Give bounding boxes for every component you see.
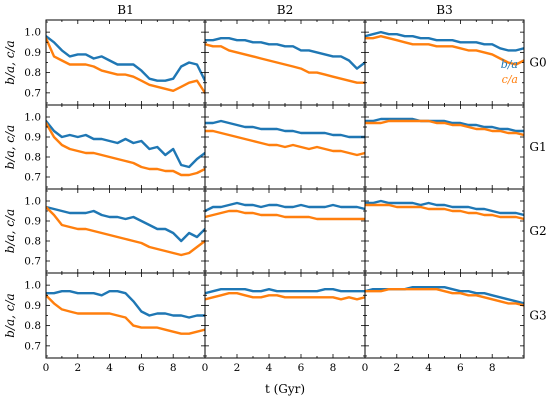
y-tick-label: 1.0	[24, 280, 41, 292]
y-tick-label: 0.7	[24, 87, 41, 99]
y-tick-label: 1.0	[24, 112, 41, 124]
column-title-b1: B1	[117, 3, 133, 17]
series-line-b-over-a	[46, 205, 205, 243]
column-title-b2: B2	[277, 3, 293, 17]
panel-frame	[364, 188, 525, 274]
row-labels: G0 G1 G2 G3	[529, 56, 546, 323]
panel-g2-b3	[364, 188, 525, 274]
series-line-c-over-a	[365, 288, 524, 307]
column-titles: B1 B2 B3	[117, 3, 452, 17]
legend: b/a c/a	[501, 58, 518, 86]
y-tick-label: 0.8	[24, 320, 41, 332]
series-line-b-over-a	[365, 30, 524, 52]
series-line-c-over-a	[46, 294, 205, 335]
panel-frame	[204, 272, 366, 359]
y-tick-label: 0.8	[24, 236, 41, 248]
series-line-c-over-a	[205, 209, 365, 221]
y-tick-label: 0.7	[24, 340, 41, 352]
series-line-b-over-a	[205, 288, 365, 295]
x-tick-label: 4	[425, 362, 432, 374]
panel-frame	[364, 104, 525, 190]
y-tick-label: 1.0	[24, 27, 41, 39]
series-line-c-over-a	[205, 292, 365, 301]
y-tick-label: 0.9	[24, 132, 41, 144]
y-axis-label: b/a, c/a	[3, 209, 17, 253]
series-line-b-over-a	[205, 37, 365, 70]
x-tick-label: 8	[330, 362, 337, 374]
y-tick-label: 0.8	[24, 67, 41, 79]
panel-g1-b3	[364, 104, 525, 190]
x-tick-label: 8	[170, 362, 177, 374]
series-line-c-over-a	[205, 129, 365, 157]
series-line-c-over-a	[46, 37, 205, 95]
series-line-b-over-a	[205, 201, 365, 213]
x-tick-label: 8	[489, 362, 496, 374]
panel-frame	[204, 19, 366, 106]
series-line-b-over-a	[365, 117, 524, 133]
panel-frame	[364, 272, 525, 359]
series-line-b-over-a	[365, 199, 524, 217]
panel-g2-b1	[45, 188, 206, 274]
series-line-b-over-a	[46, 119, 205, 169]
series-line-c-over-a	[46, 121, 205, 177]
series-line-b-over-a	[46, 35, 205, 82]
panel-g1-b1	[45, 104, 206, 190]
x-tick-label: 6	[138, 362, 145, 374]
x-tick-label: 2	[74, 362, 81, 374]
series-line-c-over-a	[365, 119, 524, 137]
x-tick-label: 0	[362, 362, 369, 374]
y-tick-label: 0.7	[24, 172, 41, 184]
panel-g0-b2	[204, 19, 366, 106]
x-tick-label: 0	[202, 362, 209, 374]
panel-g0-b1	[45, 19, 206, 106]
y-tick-label: 0.8	[24, 152, 41, 164]
x-tick-label: 6	[457, 362, 464, 374]
series-line-c-over-a	[205, 43, 365, 84]
column-title-b3: B3	[436, 3, 452, 17]
axis-ticks-and-labels: 0.70.80.91.00.70.80.91.00.70.80.91.00.70…	[3, 27, 496, 374]
x-tick-label: 6	[298, 362, 305, 374]
x-tick-label: 0	[43, 362, 50, 374]
series-line-b-over-a	[205, 119, 365, 139]
series-line-c-over-a	[46, 205, 205, 257]
y-axis-label: b/a, c/a	[3, 293, 17, 337]
panel-g3-b3	[364, 272, 525, 359]
row-label-g0: G0	[529, 56, 546, 70]
x-tick-label: 4	[106, 362, 113, 374]
row-label-g2: G2	[529, 224, 546, 238]
x-tick-label: 2	[234, 362, 241, 374]
series-line-c-over-a	[365, 203, 524, 221]
y-tick-label: 0.9	[24, 216, 41, 228]
panel-g2-b2	[204, 188, 366, 274]
y-tick-label: 0.7	[24, 256, 41, 268]
panel-g3-b2	[204, 272, 366, 359]
panel-frame	[204, 188, 366, 274]
y-tick-label: 1.0	[24, 196, 41, 208]
legend-entry-c-over-a: c/a	[502, 73, 518, 86]
panel-g1-b2	[204, 104, 366, 190]
row-label-g3: G3	[529, 309, 546, 323]
y-tick-label: 0.9	[24, 47, 41, 59]
panel-g3-b1	[45, 272, 206, 359]
row-label-g1: G1	[529, 140, 546, 154]
x-tick-label: 2	[393, 362, 400, 374]
series-line-b-over-a	[46, 290, 205, 319]
y-axis-label: b/a, c/a	[3, 125, 17, 169]
panel-frame	[45, 188, 206, 274]
x-axis-label: t (Gyr)	[265, 382, 305, 396]
panel-grid	[45, 19, 525, 359]
y-axis-label: b/a, c/a	[3, 40, 17, 84]
panel-frame	[45, 104, 206, 190]
x-tick-label: 4	[266, 362, 273, 374]
series-line-c-over-a	[365, 35, 524, 66]
legend-entry-b-over-a: b/a	[501, 58, 518, 71]
panel-frame	[45, 19, 206, 106]
y-tick-label: 0.9	[24, 300, 41, 312]
